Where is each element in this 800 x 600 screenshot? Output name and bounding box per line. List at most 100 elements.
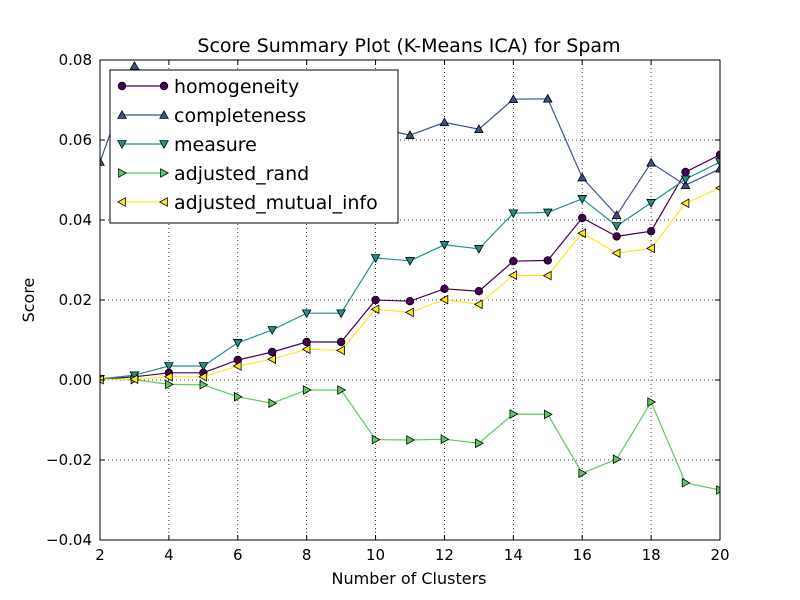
data-point-marker <box>440 284 449 293</box>
x-tick-label: 10 <box>366 546 385 564</box>
data-point-marker <box>646 157 656 167</box>
data-point-marker <box>100 156 105 166</box>
x-tick-label: 20 <box>710 546 729 564</box>
y-tick-label: 0.04 <box>59 211 92 229</box>
data-point-marker <box>129 60 140 70</box>
data-point-marker <box>647 397 657 407</box>
x-tick-label: 6 <box>233 546 243 564</box>
y-tick-label: −0.04 <box>46 531 92 549</box>
data-point-marker <box>544 409 553 420</box>
data-point-marker <box>716 485 720 495</box>
data-point-marker <box>440 434 450 445</box>
data-point-marker <box>371 434 381 445</box>
data-point-marker <box>542 93 553 103</box>
data-point-marker <box>404 307 414 318</box>
data-point-marker <box>302 385 312 395</box>
data-point-marker <box>680 175 691 185</box>
series-adjusted-rand <box>100 374 720 495</box>
data-point-marker <box>405 297 415 306</box>
data-point-marker <box>611 222 622 232</box>
y-axis-title: Score <box>19 278 38 323</box>
data-point-marker <box>234 391 243 402</box>
data-point-marker <box>509 409 519 419</box>
data-point-marker <box>715 158 720 168</box>
data-point-marker <box>198 371 208 382</box>
legend-label: homogeneity <box>174 76 299 98</box>
data-point-marker <box>116 197 126 207</box>
legend-item-adjusted-mutual-info: adjusted_mutual_info <box>116 192 378 214</box>
data-point-marker <box>199 379 209 390</box>
data-point-marker <box>715 150 720 159</box>
data-point-marker <box>198 362 209 372</box>
data-point-marker <box>680 180 691 189</box>
y-tick-label: 0.00 <box>59 371 92 389</box>
data-point-marker <box>680 198 690 209</box>
data-point-marker <box>681 167 690 177</box>
legend-label: adjusted_mutual_info <box>174 192 378 214</box>
data-point-marker <box>509 257 518 266</box>
data-point-marker <box>117 81 127 91</box>
data-point-marker <box>577 195 588 204</box>
data-point-marker <box>611 248 621 259</box>
data-point-marker <box>336 337 346 347</box>
data-point-marker <box>474 245 484 254</box>
data-point-marker <box>129 374 139 385</box>
data-point-marker <box>118 168 128 178</box>
legend-box <box>109 69 399 224</box>
data-point-marker <box>508 94 519 103</box>
legend-label: measure <box>174 134 257 156</box>
data-point-marker <box>406 435 416 445</box>
legend-label: completeness <box>174 105 306 127</box>
data-point-marker <box>301 309 312 319</box>
data-point-marker <box>159 81 169 91</box>
data-point-marker <box>302 337 311 347</box>
x-axis-title: Number of Clusters <box>332 569 487 588</box>
data-point-marker <box>542 208 553 218</box>
data-point-marker <box>267 326 278 336</box>
data-point-marker <box>163 371 173 382</box>
data-point-marker <box>508 270 518 281</box>
legend: homogeneity completeness measure adjusted_r… <box>109 69 399 224</box>
x-tick-label: 8 <box>302 546 312 564</box>
legend-item-adjusted-rand: adjusted_rand <box>118 163 309 185</box>
chart-title: Score Summary Plot (K-Means ICA) for Spa… <box>197 35 620 57</box>
data-point-marker <box>646 243 655 254</box>
legend-item-completeness: completeness <box>117 105 306 127</box>
data-point-marker <box>612 232 621 241</box>
data-point-marker <box>439 241 450 250</box>
data-point-marker <box>301 344 311 355</box>
data-point-marker <box>715 163 720 173</box>
data-point-marker <box>577 228 586 239</box>
data-point-marker <box>158 197 168 207</box>
x-tick-label: 14 <box>504 546 523 564</box>
data-point-marker <box>405 257 415 266</box>
x-tick-label: 2 <box>95 546 105 564</box>
data-point-marker <box>475 438 484 449</box>
data-point-marker <box>117 140 127 150</box>
y-tick-label: 0.06 <box>59 131 92 149</box>
data-point-marker <box>159 109 169 119</box>
data-point-marker <box>268 398 278 409</box>
data-point-marker <box>165 379 174 390</box>
x-tick-label: 12 <box>435 546 454 564</box>
y-tick-label: −0.02 <box>46 451 92 469</box>
data-point-marker <box>336 309 346 319</box>
legend-item-measure: measure <box>117 134 257 156</box>
data-point-marker <box>646 199 656 208</box>
legend-item-homogeneity: homogeneity <box>117 76 299 98</box>
series-adjusted-mutual-info <box>100 185 720 385</box>
data-point-marker <box>232 339 243 348</box>
data-point-marker <box>160 168 170 178</box>
data-point-marker <box>405 130 415 139</box>
data-point-marker <box>117 109 127 119</box>
y-tick-label: 0.08 <box>59 51 92 69</box>
data-point-marker <box>439 117 450 127</box>
data-point-marker <box>232 361 242 371</box>
y-tick-label: 0.02 <box>59 291 92 309</box>
data-point-marker <box>578 468 588 479</box>
x-tick-label: 16 <box>573 546 592 564</box>
legend-label: adjusted_rand <box>174 163 309 185</box>
data-point-marker <box>578 213 587 223</box>
data-point-marker <box>612 454 622 465</box>
data-point-marker <box>474 287 484 296</box>
